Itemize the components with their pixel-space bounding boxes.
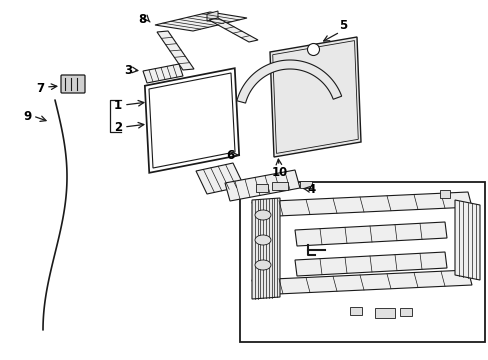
Ellipse shape (254, 260, 270, 270)
Polygon shape (294, 222, 446, 246)
Bar (399, 308, 411, 316)
Circle shape (307, 44, 319, 55)
Polygon shape (454, 200, 479, 280)
Text: 10: 10 (271, 166, 287, 179)
Polygon shape (206, 11, 218, 21)
Bar (374, 308, 394, 318)
Text: 7: 7 (36, 81, 44, 95)
Bar (256, 184, 267, 192)
Polygon shape (224, 170, 299, 201)
Polygon shape (142, 64, 183, 83)
Bar (349, 307, 361, 315)
Bar (439, 190, 449, 198)
Polygon shape (272, 41, 358, 153)
Text: 3: 3 (123, 63, 132, 77)
Polygon shape (251, 192, 471, 217)
Polygon shape (294, 252, 446, 276)
FancyBboxPatch shape (61, 75, 85, 93)
Text: 2: 2 (114, 121, 122, 134)
Text: 4: 4 (307, 183, 315, 195)
Polygon shape (155, 12, 246, 31)
Polygon shape (208, 18, 258, 42)
Polygon shape (157, 31, 194, 70)
Bar (299, 181, 311, 188)
Text: 9: 9 (24, 109, 32, 122)
Polygon shape (149, 73, 235, 168)
Text: 6: 6 (225, 149, 234, 162)
Ellipse shape (254, 235, 270, 245)
Text: 8: 8 (138, 13, 146, 26)
Polygon shape (269, 37, 360, 157)
Polygon shape (236, 60, 341, 103)
Text: 5: 5 (338, 18, 346, 32)
Polygon shape (196, 163, 244, 194)
Ellipse shape (254, 210, 270, 220)
Polygon shape (251, 270, 471, 295)
Bar (240, 182, 484, 342)
Polygon shape (251, 198, 280, 299)
Text: 1: 1 (114, 99, 122, 112)
Bar (271, 182, 287, 190)
